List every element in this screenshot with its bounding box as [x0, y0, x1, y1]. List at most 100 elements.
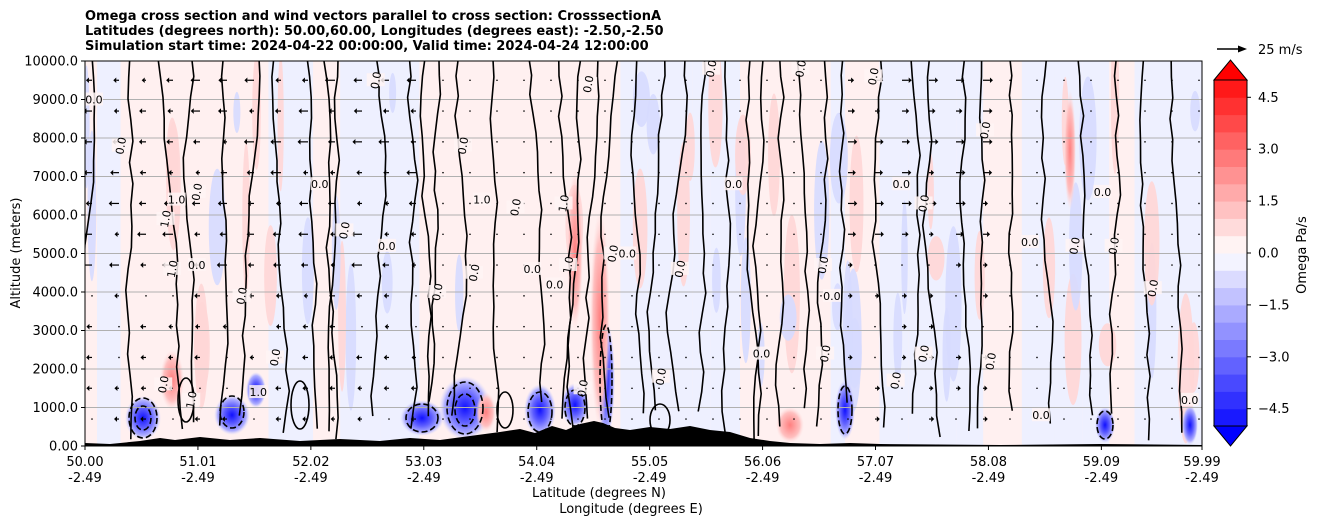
wind-vector — [140, 323, 144, 330]
wind-vector — [604, 79, 606, 82]
contour-label-bg — [1143, 281, 1162, 295]
wind-vector — [739, 110, 741, 112]
wind-vector — [1090, 387, 1092, 390]
wind-vector — [880, 200, 884, 207]
wind-vector — [1036, 356, 1038, 359]
wind-vector — [85, 200, 89, 207]
wind-vector — [1198, 325, 1200, 328]
field-streak — [1110, 61, 1120, 174]
wind-vector — [275, 77, 279, 84]
contour-line — [218, 61, 229, 426]
wind-vector — [955, 325, 957, 328]
wind-vector — [550, 418, 552, 420]
wind-vector — [353, 108, 357, 114]
wind-vector — [243, 139, 247, 145]
wind-vector — [876, 416, 880, 422]
wind-vector — [140, 385, 144, 392]
title-line-1: Omega cross section and wind vectors par… — [85, 9, 662, 24]
wind-vector — [1198, 264, 1200, 266]
wind-vector — [577, 141, 579, 143]
x-tick-label-lon: -2.49 — [520, 471, 554, 486]
wind-vector — [685, 295, 687, 297]
wind-vector — [685, 110, 687, 112]
wind-vector — [246, 169, 250, 176]
wind-vector — [247, 200, 251, 207]
colorbar-segment — [1214, 304, 1247, 323]
wind-vector — [908, 77, 912, 84]
wind-vector — [793, 171, 795, 174]
wind-vector — [1171, 325, 1173, 328]
wind-vector — [1117, 202, 1119, 205]
wind-vector — [356, 169, 360, 176]
field-streak — [783, 214, 800, 374]
colorbar-segment — [1214, 218, 1247, 237]
wind-vector — [935, 139, 939, 145]
wind-vector — [712, 171, 714, 174]
wind-vector — [113, 77, 117, 84]
wind-vector — [139, 169, 143, 176]
contour-label-bg — [335, 223, 354, 237]
wind-vector — [1117, 418, 1119, 420]
contour-label: 0.0 — [983, 352, 999, 371]
wind-vector — [766, 387, 768, 390]
contour-label-bg — [465, 265, 484, 279]
field-streak — [455, 254, 464, 332]
wind-vector — [739, 418, 741, 420]
wind-vector — [685, 356, 687, 359]
contour-label: 0.0 — [546, 278, 564, 291]
wind-vector — [327, 200, 331, 207]
x-tick-label-lat: 55.05 — [631, 455, 668, 470]
wind-vector — [217, 108, 221, 114]
contour-line — [745, 61, 760, 441]
contour-line — [720, 61, 732, 433]
wind-vector — [849, 293, 853, 299]
contour-label: 0.0 — [1145, 278, 1161, 297]
contour-line — [959, 61, 972, 432]
wind-vector — [1171, 202, 1173, 205]
contour-line — [428, 61, 442, 402]
wind-vector — [766, 171, 768, 174]
field-streak — [632, 168, 648, 289]
closed-contour — [496, 391, 514, 429]
contour-line — [85, 61, 96, 260]
contour-line — [370, 61, 387, 417]
y-tick-label: 1000.0 — [33, 401, 79, 416]
wind-vector — [1198, 356, 1200, 359]
wind-vector — [854, 139, 858, 145]
colorbar-segment — [1214, 374, 1247, 392]
y-tick-label: 7000.0 — [33, 170, 79, 185]
wind-vector — [1009, 171, 1011, 174]
wind-vector — [957, 385, 961, 392]
wind-vector — [955, 295, 957, 297]
contour-label: 0.0 — [1067, 236, 1083, 255]
wind-vector — [658, 387, 660, 390]
wind-vector — [604, 295, 606, 297]
wind-vector — [1198, 202, 1200, 205]
wind-vector — [631, 110, 633, 112]
contour-label-bg — [377, 238, 396, 252]
contour-label-bg — [914, 346, 933, 360]
wind-vector — [658, 264, 660, 266]
contour-label: 0.0 — [818, 344, 834, 363]
closed-contour — [290, 380, 310, 430]
wind-vector — [847, 418, 849, 420]
wind-vector — [631, 295, 633, 297]
contour-line — [838, 61, 848, 403]
wind-vector — [766, 79, 768, 82]
colorbar-tick-label: 1.5 — [1258, 195, 1279, 210]
contour-label-bg — [266, 350, 285, 364]
wind-vector — [961, 139, 965, 145]
wind-vector — [961, 77, 965, 84]
wind-vector — [1144, 264, 1146, 266]
contour-label: 0.0 — [978, 121, 994, 140]
field-streak — [208, 168, 226, 286]
contour-line — [1040, 61, 1054, 424]
wind-vector — [550, 356, 552, 359]
wind-vector — [1090, 233, 1092, 236]
wind-vector — [962, 200, 966, 207]
field-streak — [85, 65, 90, 189]
contour-label: 0.0 — [823, 290, 841, 303]
wind-vector — [958, 262, 962, 268]
wind-vector — [852, 169, 856, 176]
wind-vector — [550, 171, 552, 174]
